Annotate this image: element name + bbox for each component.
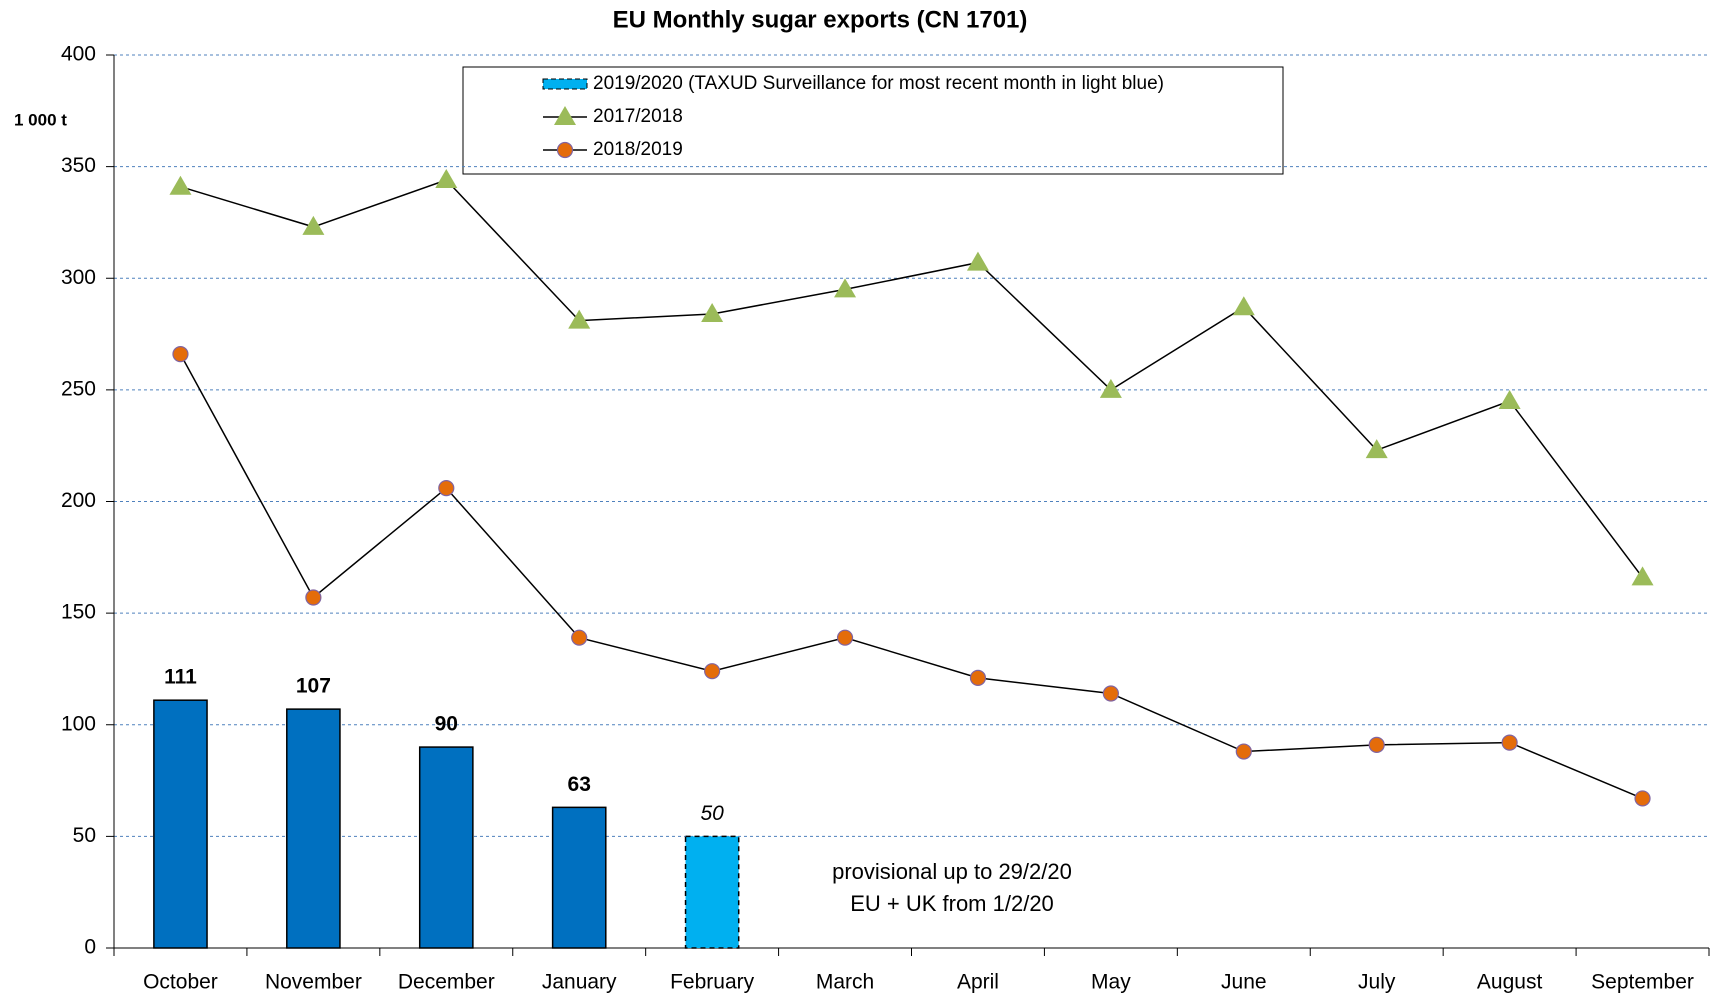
y-tick-label: 0: [84, 936, 96, 959]
y-tick-label: 150: [61, 601, 96, 624]
marker: [302, 215, 325, 235]
marker: [1235, 743, 1252, 760]
data-label: 50: [700, 802, 724, 825]
marker: [1368, 736, 1385, 753]
x-tick-label: January: [542, 971, 617, 994]
y-tick-label: 300: [61, 266, 96, 289]
marker: [1501, 734, 1518, 751]
marker: [966, 251, 989, 271]
marker: [834, 278, 857, 298]
y-tick-label: 200: [61, 489, 96, 512]
marker: [1365, 439, 1388, 459]
x-tick-label: June: [1221, 971, 1267, 994]
y-tick-label: 50: [73, 824, 96, 847]
marker: [438, 480, 455, 497]
marker: [568, 309, 591, 329]
marker: [836, 629, 854, 646]
marker: [1232, 296, 1255, 316]
x-tick-label: December: [398, 971, 495, 994]
marker: [571, 629, 588, 646]
line: [180, 179, 1644, 578]
x-tick-label: May: [1091, 971, 1131, 994]
bar: [551, 806, 607, 949]
marker: [969, 669, 987, 686]
x-tick-label: April: [957, 971, 999, 994]
marker: [1634, 790, 1651, 807]
data-label: 107: [296, 675, 331, 698]
legend-label: 2017/2018: [593, 106, 683, 127]
x-tick-label: March: [816, 971, 874, 994]
y-tick-label: 100: [61, 712, 96, 735]
legend-label: 2018/2019: [593, 139, 683, 160]
data-label: 63: [568, 773, 591, 796]
marker: [1631, 566, 1654, 586]
legend-marker: [556, 141, 574, 159]
y-tick-label: 250: [61, 377, 96, 400]
x-tick-label: September: [1591, 971, 1694, 994]
line: [179, 353, 1643, 800]
marker: [1099, 378, 1122, 398]
chart-title: EU Monthly sugar exports (CN 1701): [613, 6, 1028, 33]
legend-box: [462, 66, 1284, 175]
marker: [169, 175, 192, 195]
marker: [704, 663, 721, 680]
bar: [153, 699, 208, 949]
data-label: 90: [435, 713, 458, 736]
marker: [435, 169, 458, 189]
bar: [684, 835, 740, 949]
annotation: EU + UK from 1/2/20: [850, 891, 1054, 916]
marker: [1498, 390, 1521, 410]
x-tick-label: October: [143, 971, 218, 994]
y-tick-label: 400: [61, 43, 96, 66]
marker: [172, 346, 189, 363]
legend-label: 2019/2020 (TAXUD Surveillance for most r…: [593, 73, 1164, 94]
x-tick-label: July: [1358, 971, 1396, 994]
y-tick-label: 350: [61, 154, 96, 177]
annotation: provisional up to 29/2/20: [832, 859, 1072, 884]
bar: [418, 746, 474, 949]
x-tick-label: August: [1477, 971, 1543, 994]
y-axis-label: 1 000 t: [14, 110, 67, 129]
legend-swatch: [542, 78, 588, 90]
bar: [286, 708, 341, 949]
x-tick-label: February: [670, 971, 755, 994]
marker: [1102, 685, 1119, 702]
data-label: 111: [164, 666, 197, 689]
legend-marker: [554, 106, 576, 125]
marker: [305, 589, 322, 606]
x-tick-label: November: [265, 971, 362, 994]
marker: [701, 302, 724, 322]
